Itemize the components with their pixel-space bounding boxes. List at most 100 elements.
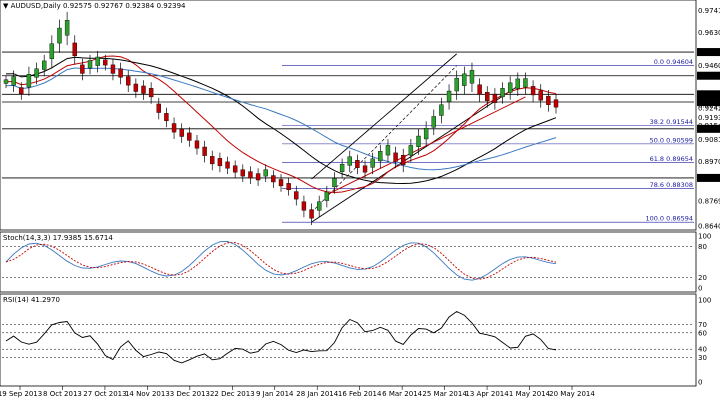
candle-body [530,86,536,96]
price-axis-highlight [697,124,720,133]
candle-body [347,156,352,166]
candle-body [385,145,391,156]
candle-body [362,165,368,173]
rsi-line [5,310,557,364]
candle-body [118,68,123,78]
candle-body [240,169,246,177]
price-axis-highlight [697,90,720,99]
rsi-axis-label: 70 [698,321,707,329]
stoch-axis-label: 100 [698,233,711,241]
stoch-axis-label: 20 [698,274,707,282]
candle-body [11,76,16,86]
candle-body [49,43,55,59]
candle-body [202,146,207,156]
price-axis-label: 0.92423 [698,105,720,113]
price-axis-label: 0.91936 [698,114,720,122]
candle-body [339,163,345,172]
rsi-axis-label: 60 [698,329,707,337]
candle-body [80,64,85,74]
time-axis-label: 20 May 2014 [549,390,595,398]
candle-body [423,128,429,140]
candle-body [3,79,9,84]
candle-body [485,92,490,102]
stoch-title: Stoch(14,3,3) 17.9385 15.6714 [3,234,113,242]
stoch-d-line [5,242,557,280]
candle-body [332,178,337,188]
rsi-series [2,310,694,364]
price-axis-highlight [697,71,720,80]
price-axis: 0.97410 0.96300 0.95293 0.94604 0.94083 0.931… [697,7,720,231]
candle-body [126,76,131,86]
candle-body [26,74,32,88]
time-axis-label: 6 Mar 2014 [382,390,422,398]
menu-triangle-icon: ▼ [3,2,11,10]
channel-upper-line [311,53,457,180]
price-horizontal-lines [2,51,694,179]
rsi-panel [0,293,697,387]
candle-body [278,179,284,187]
candle-body [370,158,375,168]
time-axis-label: 27 Oct 2013 [83,390,126,398]
candle-body [446,90,452,102]
candle-body [133,83,139,92]
price-axis-label: 0.95293 [698,49,720,57]
symbol-title: ▼ AUDUSD,Daily 0.92575 0.92767 0.92384 0… [3,2,186,10]
candle-body [553,99,559,108]
price-axis-label: 0.90810 [698,136,720,144]
price-axis-label: 0.97410 [698,7,720,15]
stoch-axis-label: 80 [698,243,707,251]
rsi-axis-label: 40 [698,346,707,354]
price-axis-label: 0.94083 [698,72,720,80]
candle-body [378,151,383,162]
candle-body [454,77,459,92]
candle-body [271,175,276,183]
price-axis-label: 0.94604 [698,62,720,70]
candle-body [248,171,253,179]
candle-body [316,201,322,211]
candle-body [416,135,421,147]
price-axis-highlight [697,173,720,182]
candle-body [148,88,154,98]
time-axis-label: 9 Jan 2014 [256,390,294,398]
candle-body [171,123,177,133]
fib-level-label: 0.0 0.94604 [654,58,693,66]
candle-body [546,95,551,105]
stoch-axis: 100 80 20 0 [698,233,711,293]
candle-body [41,60,47,70]
candle-body [462,73,467,86]
rsi-axis-label: 0 [698,379,702,387]
price-axis-label: 0.89700 [698,158,720,166]
time-axis-label: 16 Feb 2014 [338,390,382,398]
fib-level-label: 100.0 0.86594 [645,215,693,223]
fib-level-label: 50.0 0.90599 [650,136,693,144]
candle-body [194,140,200,149]
price-axis-label: 0.87690 [698,197,720,205]
candle-body [294,191,299,200]
candle-body [263,169,268,177]
candle-body [408,145,414,156]
candle-body [87,60,93,69]
price-axis-label: 0.92738 [698,99,720,107]
candle-body [34,68,39,78]
time-axis-label: 28 Jan 2014 [296,390,339,398]
candle-body [492,93,498,103]
price-axis-label: 0.91368 [698,125,720,133]
stoch-series [2,241,694,281]
rsi-axis-label: 30 [698,354,707,362]
candle-body [355,160,360,169]
fib-level-label: 78.6 0.88308 [650,181,693,189]
candle-body [164,113,169,122]
candle-body [523,78,528,88]
candle-body [187,132,192,141]
time-axis-label: 3 Dec 2013 [170,390,210,398]
price-axis-label: 0.88858 [698,174,720,182]
candle-body [19,87,24,95]
candle-body [225,161,230,169]
candle-body [324,191,330,201]
candle-body [141,85,146,94]
rsi-title: RSI(14) 41.2970 [3,296,60,304]
time-axis-label: 8 Oct 2013 [43,390,82,398]
